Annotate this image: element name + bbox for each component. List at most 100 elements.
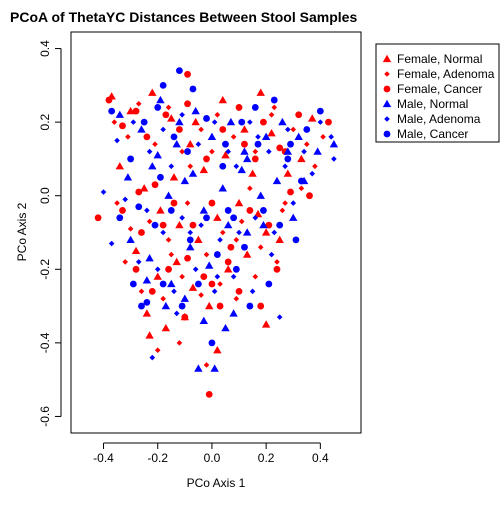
y-tick-label: -0.2	[38, 259, 52, 280]
data-point	[195, 141, 202, 148]
data-point	[283, 169, 293, 177]
data-point	[218, 95, 227, 104]
legend-item: Female, Adenoma	[384, 67, 495, 81]
data-point	[242, 154, 252, 163]
data-point	[261, 132, 271, 140]
data-point	[265, 280, 273, 288]
data-point	[252, 214, 259, 221]
data-point	[233, 237, 240, 243]
data-point	[235, 287, 243, 295]
data-point	[292, 236, 300, 244]
data-point	[278, 117, 287, 126]
data-point	[276, 221, 284, 229]
data-point	[176, 340, 183, 346]
data-point	[223, 220, 233, 229]
data-point	[152, 141, 158, 148]
data-point	[222, 140, 229, 148]
data-point	[111, 119, 118, 125]
data-point	[146, 218, 153, 225]
data-point	[188, 283, 198, 291]
data-point	[208, 339, 216, 347]
data-point	[186, 243, 195, 251]
data-point	[186, 236, 194, 244]
data-point	[219, 162, 227, 170]
legend-marker	[382, 54, 392, 63]
data-point	[149, 354, 156, 361]
data-point	[273, 265, 281, 273]
data-point	[167, 279, 176, 288]
data-point	[168, 163, 175, 170]
data-point	[131, 246, 141, 255]
data-point	[284, 155, 292, 163]
data-point	[225, 148, 231, 155]
data-point	[303, 141, 310, 148]
data-point	[135, 203, 143, 211]
data-point	[290, 200, 297, 206]
data-point	[203, 214, 210, 222]
data-point	[247, 119, 253, 125]
legend-item: Female, Cancer	[383, 82, 482, 96]
y-tick-label: 0.0	[38, 187, 52, 204]
data-point	[224, 207, 232, 214]
data-point	[194, 235, 203, 244]
data-point	[138, 302, 145, 310]
legend-marker	[384, 116, 390, 122]
data-point	[184, 200, 191, 206]
data-point	[260, 207, 267, 214]
data-point	[165, 265, 172, 273]
data-point	[203, 155, 210, 163]
data-point	[282, 163, 288, 170]
data-point	[198, 126, 204, 133]
data-point	[173, 310, 180, 317]
data-point	[252, 273, 259, 280]
data-point	[138, 229, 145, 236]
x-tick-label: 0.4	[312, 451, 329, 465]
data-point	[213, 346, 222, 354]
plot-area-frame	[70, 31, 362, 434]
data-point	[108, 107, 116, 115]
data-point	[198, 222, 204, 228]
data-point	[119, 207, 126, 214]
data-point	[191, 106, 200, 115]
data-point	[159, 81, 167, 89]
data-point	[154, 104, 162, 111]
data-point	[199, 165, 209, 174]
data-point	[317, 119, 324, 125]
data-point	[162, 111, 170, 119]
data-point	[122, 196, 129, 203]
data-point	[298, 185, 305, 192]
data-point	[203, 362, 210, 368]
data-point	[208, 199, 216, 207]
data-point	[160, 295, 166, 302]
data-point	[238, 218, 245, 225]
data-point	[148, 88, 157, 96]
data-point	[309, 170, 316, 177]
data-point	[135, 188, 143, 196]
data-point	[320, 134, 326, 140]
data-point	[256, 88, 265, 96]
data-point	[200, 273, 208, 281]
data-point	[216, 302, 224, 310]
data-point	[127, 155, 135, 163]
data-point	[100, 189, 107, 195]
data-point	[242, 250, 252, 258]
data-point	[208, 280, 216, 288]
data-point	[255, 134, 261, 140]
data-point	[271, 104, 278, 111]
data-point	[290, 126, 297, 133]
data-point	[272, 176, 282, 185]
data-point	[282, 200, 288, 206]
data-point	[227, 243, 235, 251]
data-point	[257, 302, 265, 310]
data-point	[257, 244, 264, 251]
data-point	[203, 251, 210, 258]
legend-label: Male, Adenoma	[397, 112, 481, 126]
data-point	[176, 126, 183, 133]
data-point	[161, 323, 171, 332]
data-point	[232, 265, 240, 273]
chart-title: PCoA of ThetaYC Distances Between Stool …	[10, 9, 357, 25]
data-point	[328, 134, 334, 140]
data-point	[279, 207, 286, 214]
